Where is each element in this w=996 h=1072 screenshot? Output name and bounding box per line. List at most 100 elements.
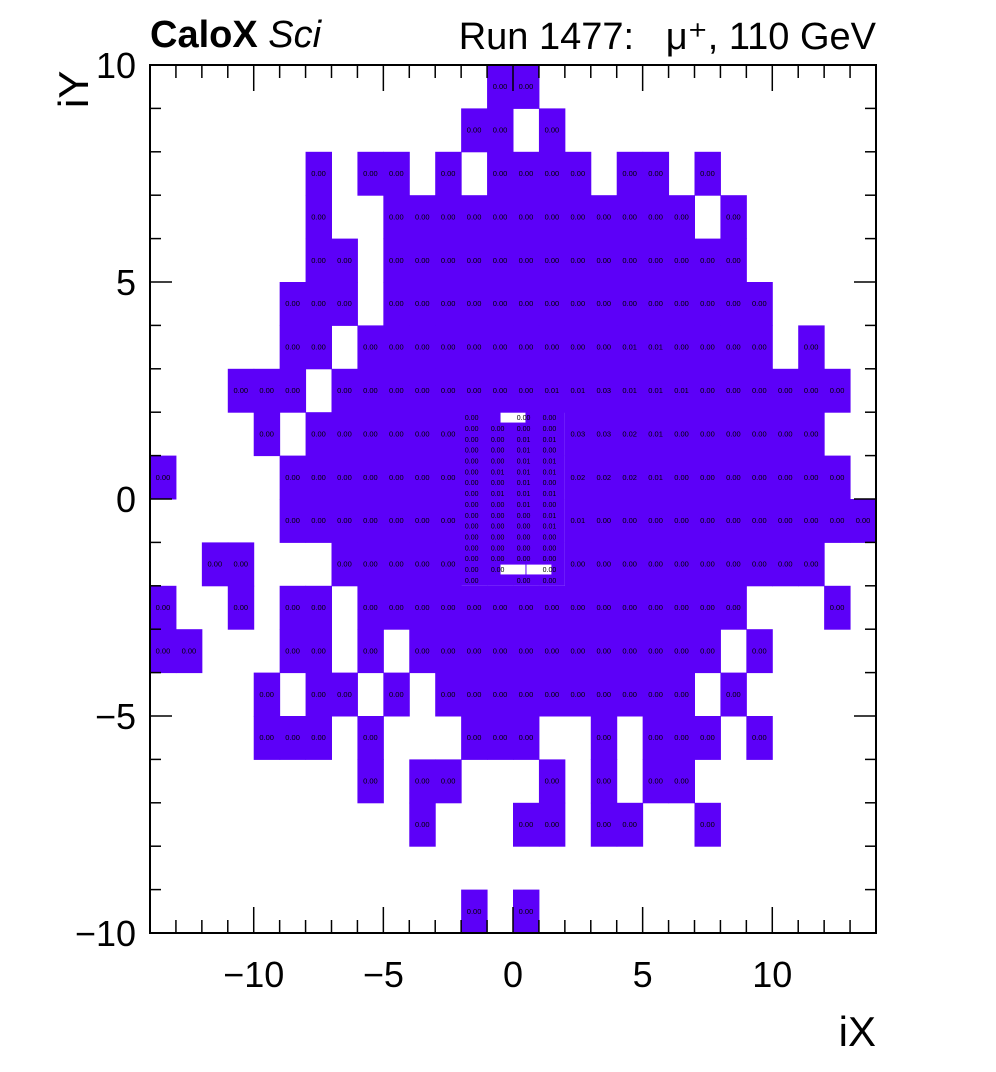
fine-cell-value-label: 0.00 xyxy=(543,578,557,585)
cell-value-label: 0.00 xyxy=(519,690,534,699)
heatmap-cell xyxy=(564,672,592,717)
heatmap-cell xyxy=(772,412,799,457)
cell-value-label: 0.00 xyxy=(700,256,715,265)
heatmap-cell xyxy=(616,282,644,326)
heatmap-cell xyxy=(513,151,540,196)
cell-value-label: 0.00 xyxy=(467,690,482,699)
heatmap-cell xyxy=(357,455,384,500)
cell-value-label: 0.00 xyxy=(441,560,456,569)
cell-value-label: 0.00 xyxy=(389,169,404,178)
cell-value-label: 0.00 xyxy=(389,343,404,352)
cell-value-label: 0.00 xyxy=(389,429,404,438)
heatmap-cell xyxy=(253,412,281,457)
heatmap-cell xyxy=(746,325,773,370)
cell-value-label: 0.00 xyxy=(337,473,352,482)
cell-value-label: 0.00 xyxy=(596,603,611,612)
heatmap-cell xyxy=(590,412,618,457)
heatmap-cell xyxy=(642,238,670,283)
cell-value-label: 0.00 xyxy=(726,473,741,482)
cell-value-label: 0.00 xyxy=(726,690,741,699)
cell-value-label: 0.00 xyxy=(674,690,689,699)
cell-value-label: 0.00 xyxy=(441,777,456,786)
heatmap-cell xyxy=(538,238,566,283)
heatmap-cell xyxy=(357,325,384,370)
cell-value-label: 0.00 xyxy=(441,690,456,699)
heatmap-cell xyxy=(331,672,358,717)
heatmap-cell xyxy=(590,499,618,543)
heatmap-cell xyxy=(564,542,592,587)
cell-value-label: 0.00 xyxy=(752,429,767,438)
heatmap-cell xyxy=(487,325,514,370)
cell-value-label: 0.00 xyxy=(571,690,586,699)
fine-cell-value-label: 0.01 xyxy=(517,448,531,455)
heatmap-cell xyxy=(305,716,332,760)
cell-value-label: 0.00 xyxy=(519,212,534,221)
cell-value-label: 0.00 xyxy=(700,560,715,569)
heatmap-cell xyxy=(564,585,592,630)
heatmap-cell xyxy=(279,716,307,760)
heatmap-cells xyxy=(150,65,877,934)
heatmap-cell xyxy=(487,65,514,109)
cell-value-label: 0.01 xyxy=(571,516,586,525)
heatmap-cell xyxy=(590,629,618,674)
cell-value-label: 0.00 xyxy=(674,646,689,655)
cell-value-label: 0.00 xyxy=(493,690,508,699)
cell-value-label: 0.00 xyxy=(571,646,586,655)
cell-value-label: 0.00 xyxy=(700,516,715,525)
cell-value-label: 0.00 xyxy=(778,429,793,438)
cell-value-label: 0.00 xyxy=(519,820,534,829)
x-axis-title: iX xyxy=(838,1008,876,1055)
heatmap-cell xyxy=(642,716,670,760)
heatmap-cell xyxy=(253,672,281,717)
fine-cell-value-label: 0.00 xyxy=(465,469,479,476)
cell-value-label: 0.00 xyxy=(648,560,663,569)
heatmap-cell xyxy=(746,499,773,543)
heatmap-cell xyxy=(435,455,462,500)
heatmap-cell xyxy=(435,629,462,674)
heatmap-cell xyxy=(461,238,488,283)
cell-value-label: 0.00 xyxy=(519,907,534,916)
heatmap-cell xyxy=(383,542,410,587)
cell-value-label: 0.00 xyxy=(156,473,171,482)
heatmap-cell xyxy=(694,629,721,674)
fine-cell-value-label: 0.00 xyxy=(543,545,557,552)
cell-value-label: 0.00 xyxy=(493,126,508,135)
heatmap-cell xyxy=(487,585,514,630)
heatmap-cell xyxy=(694,542,721,587)
cell-value-label: 0.00 xyxy=(622,299,637,308)
heatmap-cell xyxy=(279,629,307,674)
cell-value-label: 0.00 xyxy=(363,386,378,395)
cell-value-label: 0.00 xyxy=(441,256,456,265)
heatmap-cell xyxy=(331,542,358,587)
cell-value-label: 0.00 xyxy=(441,299,456,308)
cell-value-label: 0.00 xyxy=(415,343,430,352)
cell-value-label: 0.00 xyxy=(493,82,508,91)
heatmap-cell xyxy=(331,412,358,457)
heatmap-cell xyxy=(513,325,540,370)
cell-value-label: 0.02 xyxy=(596,473,611,482)
heatmap-cell xyxy=(305,585,332,630)
heatmap-cell xyxy=(590,325,618,370)
plot-header-right: Run 1477: μ⁺, 110 GeV xyxy=(459,14,876,59)
heatmap-cell xyxy=(461,325,488,370)
heatmap-cell xyxy=(798,412,825,457)
cell-value-label: 0.00 xyxy=(415,429,430,438)
cell-value-label: 0.00 xyxy=(311,212,326,221)
fine-cell-value-label: 0.00 xyxy=(543,415,557,422)
fine-cell-value-label: 0.00 xyxy=(543,480,557,487)
cell-value-label: 0.00 xyxy=(778,560,793,569)
heatmap-cell xyxy=(487,238,514,283)
fine-cell-value-label: 0.00 xyxy=(465,513,479,520)
heatmap-cell xyxy=(409,499,436,543)
heatmap-cell xyxy=(435,282,462,326)
heatmap-cell xyxy=(720,499,747,543)
experiment-label: CaloX xyxy=(150,14,258,56)
heatmap-cell xyxy=(305,282,332,326)
cell-value-label: 0.00 xyxy=(622,169,637,178)
cell-value-label: 0.00 xyxy=(726,212,741,221)
cell-value-label: 0.00 xyxy=(519,343,534,352)
heatmap-cell xyxy=(487,672,514,717)
heatmap-cell xyxy=(279,282,307,326)
heatmap-cell xyxy=(357,759,384,804)
heatmap-cell xyxy=(616,672,644,717)
